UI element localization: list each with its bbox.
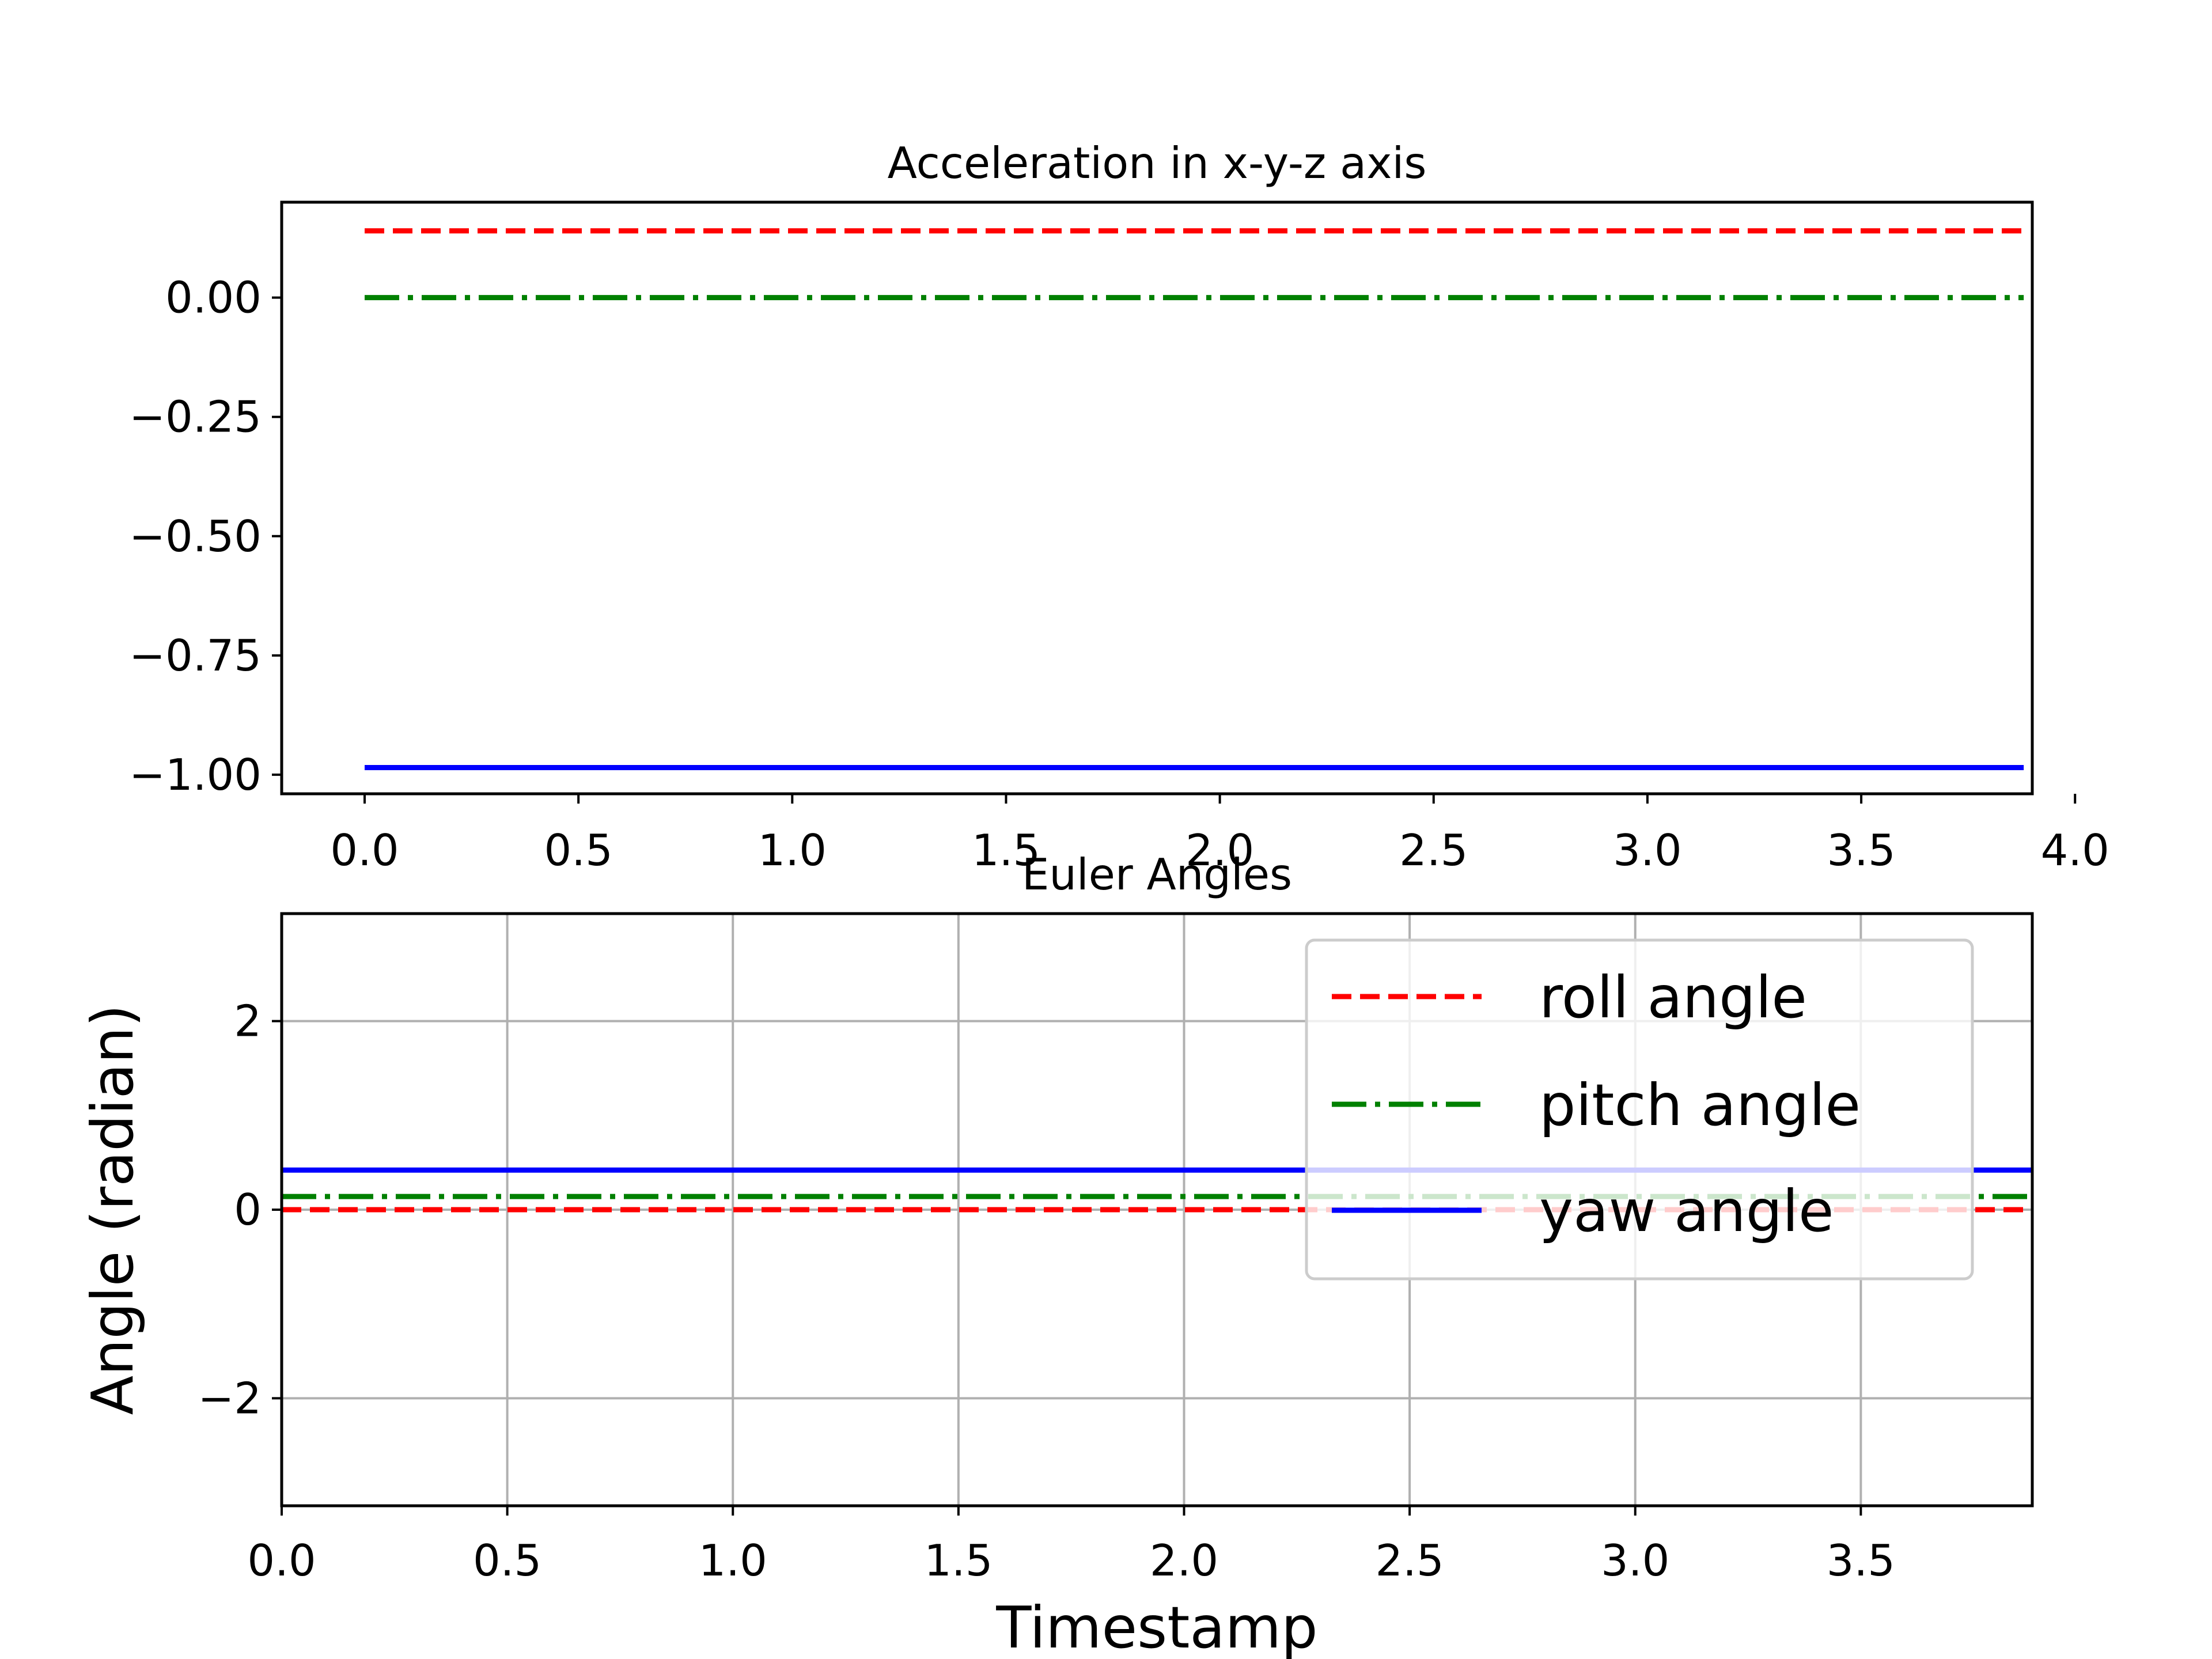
acceleration-y-ticks: 0.00 −0.25 −0.50 −0.75 −1.00 [129, 272, 282, 800]
acceleration-x-tick-label: 0.0 [330, 825, 399, 876]
euler-angles-chart: 0.0 0.5 1.0 1.5 2.0 2.5 3.0 3.5 2 0 −2 Euler Angl… [79, 849, 2034, 1659]
acceleration-x-tick-label: 1.0 [758, 825, 827, 876]
acceleration-series [365, 228, 2024, 770]
acceleration-x-tick-label: 2.5 [1399, 825, 1468, 876]
acceleration-x-tick-label: 1.5 [972, 825, 1040, 876]
legend-box [1305, 938, 1974, 1281]
euler-chart-title: Euler Angles [1022, 849, 1292, 900]
acceleration-x-ticks: 0.0 0.5 1.0 1.5 2.0 2.5 3.0 3.5 4.0 [330, 794, 2109, 876]
euler-x-tick-label: 2.0 [1150, 1535, 1218, 1586]
acceleration-y-tick-label: −0.25 [129, 392, 262, 442]
legend-label-roll-angle: roll angle [1539, 964, 1807, 1031]
acceleration-chart: 0.0 0.5 1.0 1.5 2.0 2.5 3.0 3.5 4.0 0.00 −0.25 −0.… [129, 138, 2109, 876]
acceleration-x-tick-label: 2.0 [1185, 825, 1254, 876]
acceleration-y-tick-label: −1.00 [129, 749, 262, 800]
euler-y-tick-label: 0 [234, 1184, 262, 1235]
euler-x-tick-label: 0.5 [473, 1535, 541, 1586]
euler-x-ticks: 0.0 0.5 1.0 1.5 2.0 2.5 3.0 3.5 [247, 1506, 1895, 1586]
legend: roll angle pitch angle yaw angle [1305, 938, 1974, 1281]
acceleration-y-tick-label: −0.50 [129, 511, 262, 562]
legend-label-yaw-angle: yaw angle [1539, 1177, 1834, 1245]
euler-y-axis-label: Angle (radian) [79, 1005, 146, 1415]
legend-label-pitch-angle: pitch angle [1539, 1071, 1861, 1139]
euler-y-tick-label: −2 [198, 1373, 262, 1423]
euler-x-axis-label: Timestamp [995, 1594, 1317, 1659]
euler-x-tick-label: 2.5 [1375, 1535, 1444, 1586]
euler-x-tick-label: 1.0 [699, 1535, 767, 1586]
euler-y-tick-label: 2 [234, 996, 262, 1047]
euler-x-tick-label: 0.0 [247, 1535, 316, 1586]
euler-x-tick-label: 1.5 [924, 1535, 993, 1586]
acceleration-plot-frame [280, 200, 2034, 796]
acceleration-x-tick-label: 0.5 [544, 825, 613, 876]
euler-y-ticks: 2 0 −2 [198, 996, 282, 1423]
acceleration-x-tick-label: 3.5 [1827, 825, 1895, 876]
acceleration-y-tick-label: −0.75 [129, 630, 262, 681]
euler-x-tick-label: 3.0 [1601, 1535, 1669, 1586]
acceleration-chart-title: Acceleration in x-y-z axis [888, 138, 1427, 188]
euler-x-tick-label: 3.5 [1827, 1535, 1895, 1586]
acceleration-x-tick-label: 3.0 [1613, 825, 1681, 876]
acceleration-x-tick-label: 4.0 [2041, 825, 2109, 876]
acceleration-y-tick-label: 0.00 [165, 272, 262, 323]
